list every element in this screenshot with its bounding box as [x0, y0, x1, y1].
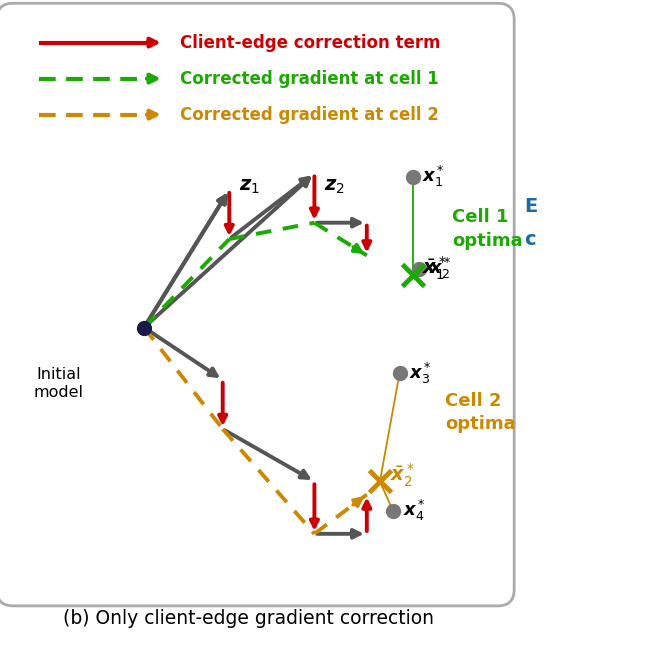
Text: Client-edge correction term: Client-edge correction term	[180, 33, 441, 52]
Text: $\boldsymbol{x}_2^*$: $\boldsymbol{x}_2^*$	[429, 256, 452, 281]
Text: $\boldsymbol{x}_3^*$: $\boldsymbol{x}_3^*$	[409, 361, 432, 386]
Text: $\boldsymbol{x}_1^*$: $\boldsymbol{x}_1^*$	[422, 164, 445, 189]
Text: Cell 1
optima: Cell 1 optima	[452, 208, 523, 250]
Text: $\bar{\boldsymbol{x}}_2^*$: $\bar{\boldsymbol{x}}_2^*$	[390, 461, 415, 489]
FancyBboxPatch shape	[0, 3, 514, 606]
Text: E: E	[524, 196, 537, 216]
Text: $\boldsymbol{z}_1$: $\boldsymbol{z}_1$	[239, 177, 260, 196]
Text: $\boldsymbol{z}_2$: $\boldsymbol{z}_2$	[324, 177, 345, 196]
Text: Corrected gradient at cell 1: Corrected gradient at cell 1	[180, 69, 439, 88]
Text: Initial
model: Initial model	[34, 367, 84, 400]
Text: Cell 2
optima: Cell 2 optima	[445, 392, 516, 434]
Text: Corrected gradient at cell 2: Corrected gradient at cell 2	[180, 105, 439, 124]
Text: $\bar{\boldsymbol{x}}_1^*$: $\bar{\boldsymbol{x}}_1^*$	[422, 255, 447, 282]
Text: c: c	[524, 229, 536, 249]
Text: (b) Only client-edge gradient correction: (b) Only client-edge gradient correction	[64, 609, 434, 629]
Text: $\boldsymbol{x}_4^*$: $\boldsymbol{x}_4^*$	[403, 498, 426, 523]
